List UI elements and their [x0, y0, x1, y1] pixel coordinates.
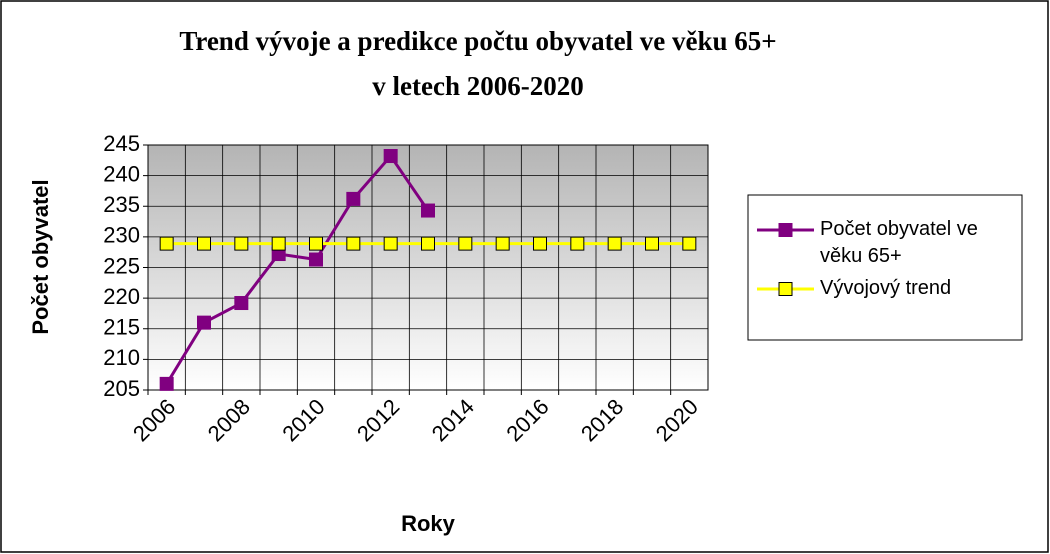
chart-title: Trend vývoje a predikce počtu obyvatel v… — [179, 26, 776, 56]
marker — [383, 149, 398, 164]
legend-marker — [778, 282, 793, 296]
y-tick-label: 220 — [103, 284, 140, 309]
marker — [682, 236, 697, 251]
y-tick-label: 235 — [103, 192, 140, 217]
marker — [234, 296, 249, 311]
y-tick-label: 245 — [103, 131, 140, 156]
legend-label: Počet obyvatel ve věku 65+ — [820, 218, 978, 267]
marker — [346, 236, 361, 251]
marker — [271, 236, 286, 251]
legend — [747, 194, 1023, 341]
marker — [346, 191, 361, 206]
y-tick-label: 225 — [103, 253, 140, 278]
marker — [383, 236, 398, 251]
legend-marker — [778, 223, 793, 237]
marker — [421, 203, 435, 218]
y-tick-label: 210 — [103, 345, 140, 370]
y-tick-label: 205 — [103, 376, 140, 401]
y-tick-label: 215 — [103, 315, 140, 340]
marker — [458, 236, 473, 251]
marker — [421, 236, 435, 251]
legend-label: Vývojový trend — [820, 277, 951, 299]
marker — [197, 315, 211, 330]
marker — [234, 236, 249, 251]
marker — [309, 236, 323, 251]
marker — [197, 236, 211, 251]
marker — [159, 236, 174, 251]
marker — [495, 236, 510, 251]
marker — [309, 252, 323, 267]
marker — [607, 236, 622, 251]
y-axis-label: Počet obyvatel — [28, 179, 53, 334]
marker — [570, 236, 585, 251]
marker — [159, 376, 174, 391]
marker — [533, 236, 547, 251]
y-tick-label: 230 — [103, 223, 140, 248]
marker — [645, 236, 659, 251]
x-axis-label: Roky — [401, 511, 456, 536]
plot-frame — [147, 144, 709, 391]
y-tick-label: 240 — [103, 161, 140, 186]
chart-title: v letech 2006-2020 — [372, 71, 583, 101]
